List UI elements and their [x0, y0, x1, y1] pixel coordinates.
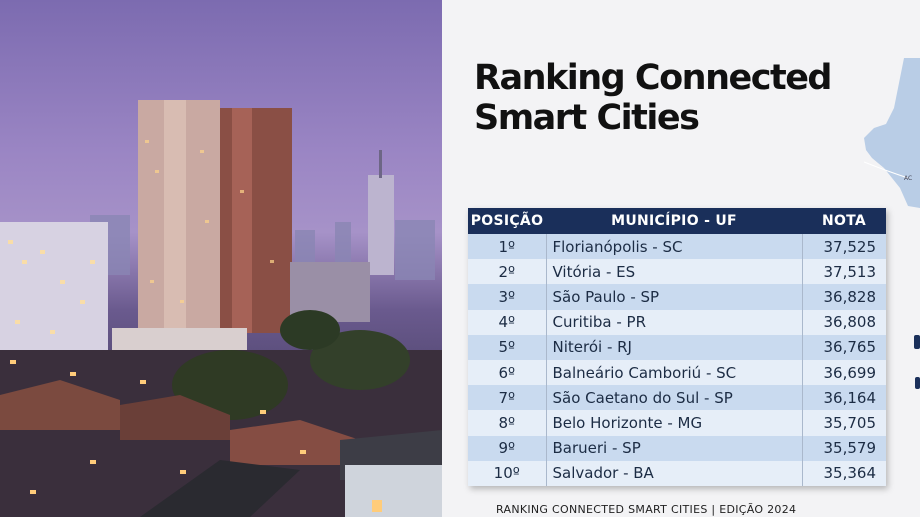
cell-municipio: São Caetano do Sul - SP [546, 385, 803, 411]
title-line-2: Smart Cities [474, 98, 700, 138]
ranking-table: POSIÇÃO MUNICÍPIO - UF NOTA 1º Florianópo… [468, 208, 886, 486]
brazil-map-fragment: AC [864, 58, 920, 208]
cell-nota: 36,808 [802, 309, 886, 335]
title-line-1: Ranking Connected [474, 58, 833, 98]
header-nota: NOTA [802, 208, 886, 234]
map-fragment-dots [914, 335, 920, 389]
skyline-illustration [0, 100, 442, 517]
cell-municipio: Curitiba - PR [546, 309, 803, 335]
table-row: 10º Salvador - BA 35,364 [468, 460, 886, 486]
table-row: 1º Florianópolis - SC 37,525 [468, 234, 886, 260]
map-label-ac: AC [904, 175, 912, 182]
header-municipio: MUNICÍPIO - UF [546, 208, 802, 234]
cell-posicao: 8º [468, 410, 547, 436]
cell-nota: 36,828 [802, 284, 886, 310]
cell-municipio: Vitória - ES [546, 259, 803, 285]
cell-nota: 35,579 [802, 435, 886, 461]
cell-posicao: 10º [468, 460, 547, 486]
table-row: 8º Belo Horizonte - MG 35,705 [468, 410, 886, 436]
cell-municipio: Florianópolis - SC [546, 234, 803, 260]
table-row: 3º São Paulo - SP 36,828 [468, 284, 886, 310]
cell-municipio: São Paulo - SP [546, 284, 803, 310]
cell-municipio: Balneário Camboriú - SC [546, 359, 803, 386]
cell-posicao: 1º [468, 234, 547, 260]
cell-posicao: 6º [468, 359, 547, 386]
city-skyline-photo [0, 0, 442, 517]
cell-nota: 35,705 [802, 410, 886, 436]
table-row: 7º São Caetano do Sul - SP 36,164 [468, 385, 886, 411]
cell-nota: 35,364 [802, 460, 886, 486]
cell-nota: 36,699 [802, 359, 886, 386]
cell-posicao: 4º [468, 309, 547, 335]
cell-municipio: Niterói - RJ [546, 334, 803, 360]
page-title: Ranking Connected Smart Cities [474, 58, 854, 138]
cell-municipio: Salvador - BA [546, 460, 803, 486]
header-posicao: POSIÇÃO [468, 208, 546, 234]
cell-nota: 36,164 [802, 385, 886, 411]
cell-nota: 37,513 [802, 259, 886, 285]
table-row: 4º Curitiba - PR 36,808 [468, 309, 886, 335]
table-row: 6º Balneário Camboriú - SC 36,699 [468, 359, 886, 386]
footer-caption: RANKING CONNECTED SMART CITIES | EDIÇÃO … [496, 503, 797, 516]
cell-nota: 36,765 [802, 334, 886, 360]
cell-posicao: 9º [468, 435, 547, 461]
cell-posicao: 3º [468, 284, 547, 310]
table-row: 5º Niterói - RJ 36,765 [468, 334, 886, 360]
table-row: 9º Barueri - SP 35,579 [468, 435, 886, 461]
table-header-row: POSIÇÃO MUNICÍPIO - UF NOTA [468, 208, 886, 234]
cell-posicao: 5º [468, 334, 547, 360]
cell-municipio: Barueri - SP [546, 435, 803, 461]
cell-posicao: 7º [468, 385, 547, 411]
cell-nota: 37,525 [802, 234, 886, 260]
cell-municipio: Belo Horizonte - MG [546, 410, 803, 436]
cell-posicao: 2º [468, 259, 547, 285]
table-row: 2º Vitória - ES 37,513 [468, 259, 886, 285]
